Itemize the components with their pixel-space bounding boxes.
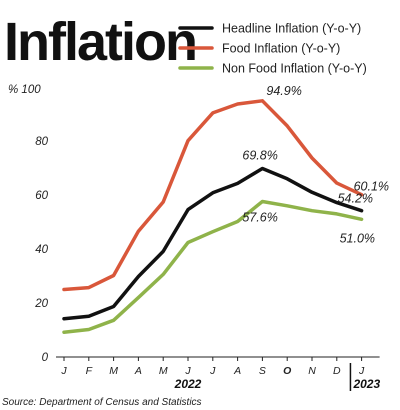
series-layer: [62, 99, 364, 334]
annotation-layer: 94.9% 69.8% 57.6% 60.1%54.2% 51.0%: [242, 84, 389, 246]
data-label: 54.2%: [338, 192, 373, 206]
y-tick-label: 60: [35, 190, 48, 202]
legend: Headline Inflation (Y-o-Y) Food Inflation…: [178, 22, 367, 76]
series-line: [62, 166, 364, 321]
x-tick-label: N: [308, 365, 316, 377]
x-tick-label: M: [109, 365, 118, 377]
x-tick-label: O: [283, 365, 291, 377]
source-note: Source: Department of Census and Statist…: [2, 397, 202, 408]
legend-label: Non Food Inflation (Y-o-Y): [222, 62, 367, 76]
chart-title: Inflation: [4, 12, 196, 72]
x-tick-label: J: [209, 365, 216, 377]
x-tick-label: J: [60, 365, 67, 377]
y-tick-label: 80: [35, 136, 48, 148]
year-label: 2022: [174, 377, 202, 391]
x-tick-label: M: [159, 365, 168, 377]
year-label: 2023: [352, 377, 380, 391]
x-tick-label: A: [134, 365, 142, 377]
x-tick-label: J: [358, 365, 365, 377]
y-unit-label: % 100: [8, 84, 41, 96]
data-label: 57.6%: [242, 210, 277, 224]
y-tick-label: 20: [34, 298, 48, 310]
y-tick-label: 0: [42, 352, 49, 364]
x-tick-label: F: [86, 365, 93, 377]
x-tick-label: A: [233, 365, 241, 377]
y-tick-label: 40: [35, 244, 48, 256]
x-tick-label: J: [184, 365, 191, 377]
legend-label: Food Inflation (Y-o-Y): [222, 42, 340, 56]
data-label: 69.8%: [242, 149, 277, 163]
data-label: 60.1%: [354, 180, 389, 194]
data-label: 51.0%: [340, 231, 375, 245]
legend-label: Headline Inflation (Y-o-Y): [222, 22, 361, 36]
series-line: [62, 199, 364, 334]
data-label: 94.9%: [266, 84, 301, 98]
x-tick-label: S: [259, 365, 266, 377]
series-line: [62, 99, 364, 292]
x-tick-label: D: [333, 365, 341, 377]
